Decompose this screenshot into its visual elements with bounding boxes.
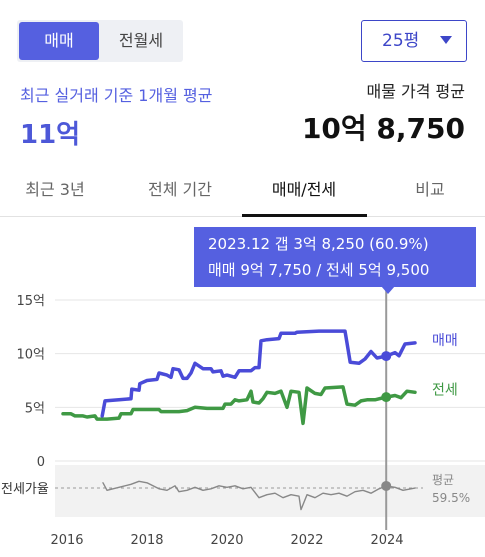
x-tick-label: 2018 [130,533,163,548]
y-tick-label: 15억 [16,294,45,309]
tab-compare[interactable]: 비교 [415,180,445,199]
listing-average-label: 매물 가격 평균 [366,82,466,101]
x-tick-label: 2022 [290,533,323,548]
ratio-average-value: 59.5% [432,491,470,505]
tooltip-arrow [381,286,395,294]
active-tab-indicator [242,214,367,217]
jeonse-crosshair-point [381,392,392,403]
y-tick-label: 5억 [25,401,45,416]
sale-series-label: 매매 [432,333,458,349]
y-tick-label: 0 [37,455,45,470]
sale-series-line [100,329,417,418]
size-select-value: 25평 [382,31,420,51]
tooltip-price-line: 매매 9억 7,750 / 전세 5억 9,500 [208,261,430,279]
tooltip-gap-line: 2023.12 갭 3억 8,250 (60.9%) [208,235,429,253]
ratio-average-label: 평균 [432,473,454,487]
ratio-crosshair-point [381,480,392,491]
tab-sale-jeonse[interactable]: 매매/전세 [271,180,337,199]
real-trade-average-value: 11억 [20,120,81,150]
chart-tooltip: 2023.12 갭 3억 8,250 (60.9%) 매매 9억 7,750 /… [194,227,476,287]
sale-crosshair-point [381,351,392,362]
tab-recent-3-years[interactable]: 최근 3년 [25,180,85,199]
ratio-band-background [55,465,485,517]
trade-type-rent-button[interactable]: 전월세 [118,31,164,50]
ratio-axis-label: 전세가율 [1,482,49,497]
tab-all-period[interactable]: 전체 기간 [148,180,212,199]
trade-type-sale-button[interactable]: 매매 [19,22,99,60]
x-tick-label: 2016 [50,533,83,548]
listing-average-value: 10억 8,750 [301,112,465,145]
ratio-series-line [102,480,416,511]
jeonse-series-line [61,385,417,426]
size-select[interactable]: 25평 [361,20,467,62]
real-trade-average-label: 최근 실거래 기준 1개월 평균 [20,86,213,105]
caret-down-icon [440,36,452,44]
x-tick-label: 2024 [370,533,403,548]
trade-type-toggle: 매매 전월세 [17,20,183,62]
jeonse-series-label: 전세 [432,382,458,398]
x-tick-label: 2020 [210,533,243,548]
y-tick-label: 10억 [16,348,45,363]
